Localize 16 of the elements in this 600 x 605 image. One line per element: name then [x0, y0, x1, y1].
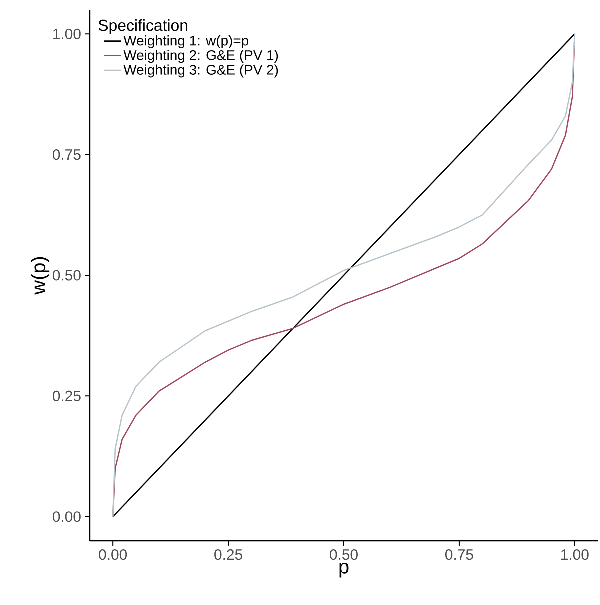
legend-title: Specification: [98, 19, 188, 34]
y-tick-label: 1.00: [54, 28, 81, 40]
x-tick-label: 0.25: [214, 550, 242, 560]
y-tick-label: 0.50: [52, 270, 81, 281]
legend-label: Weighting 3: G&E (PV 2): [124, 64, 278, 78]
x-tick-label: 0.50: [330, 550, 358, 560]
legend-label: Weighting 1: w(p)=p: [124, 36, 249, 49]
x-tick-label: 1.00: [562, 550, 589, 560]
x-tick-label: 0.75: [445, 550, 474, 560]
y-tick-label: 0.00: [52, 512, 81, 522]
legend-label: Weighting 2: G&E (PV 1): [124, 50, 278, 64]
x-axis-title: p: [340, 562, 349, 578]
y-tick-label: 0.75: [52, 150, 81, 160]
y-axis-title: w(p): [30, 257, 50, 295]
y-tick-label: 0.25: [52, 390, 81, 402]
x-tick-label: 0.00: [99, 550, 128, 560]
